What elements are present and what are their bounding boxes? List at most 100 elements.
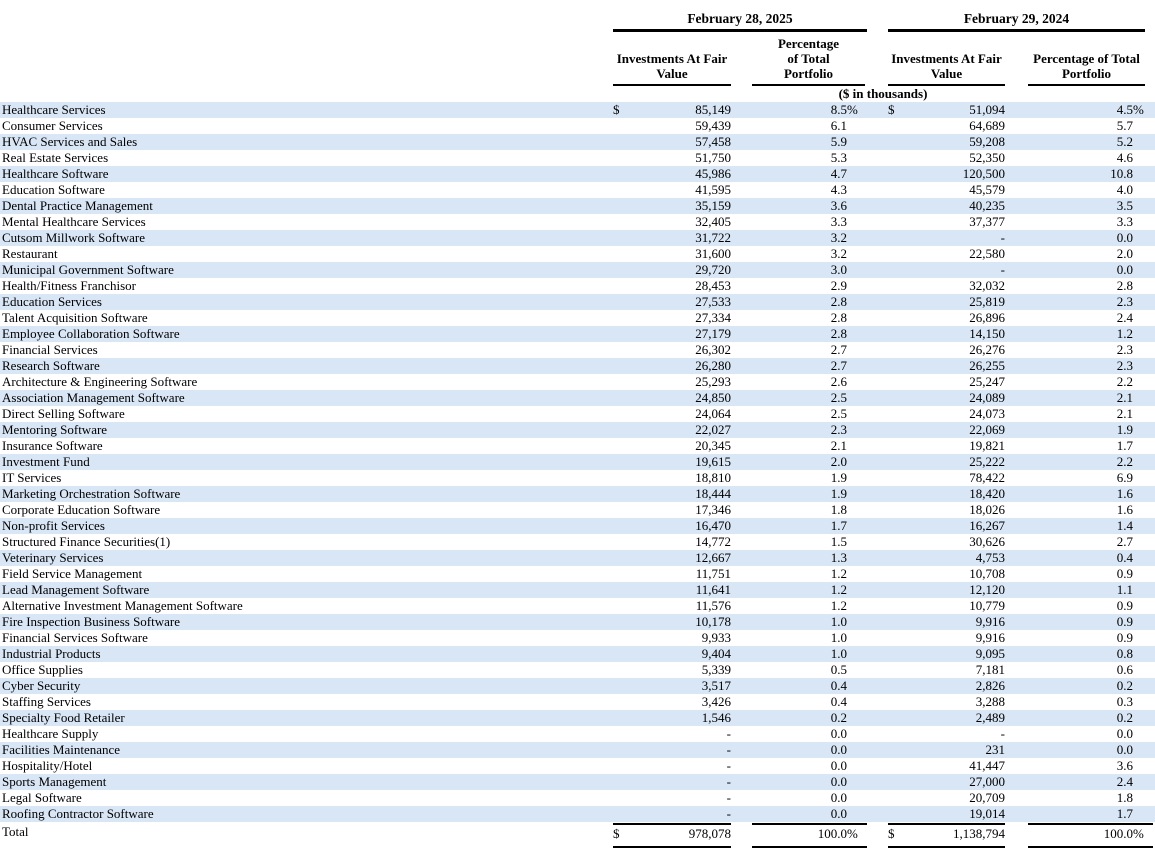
fair-value-2025-cell: 3,517 [613,678,731,694]
pct-2025-cell: 3.2 [752,246,867,262]
industry-label: Alternative Investment Management Softwa… [2,598,243,613]
percent-sign [847,390,867,406]
percent-sign [847,470,867,486]
column-gap [1005,118,1028,134]
percent-sign [1133,342,1153,358]
percent-sign [1133,390,1153,406]
fair-value-2024-cell: 30,626 [888,534,1005,550]
fair-value-2024: 18,420 [969,486,1005,501]
fair-value-2024: 9,095 [975,646,1005,661]
table-row: Financial Services 26,302 2.7 26,276 2.3 [0,342,1155,358]
pct-2025: 1.0 [830,646,847,661]
percent-sign [847,134,867,150]
pct-2025: 1.2 [830,566,847,581]
fair-value-2025-cell: 51,750 [613,150,731,166]
pct-2024: 5.2 [1116,134,1133,149]
percent-sign [847,534,867,550]
percent-sign [847,630,867,646]
column-gap [731,454,752,470]
pct-2025: 1.7 [830,518,847,533]
fair-value-2024-cell: 64,689 [888,118,1005,134]
pct-2024-cell: 1.1 [1028,582,1153,598]
pct-2024: 1.2 [1116,326,1133,341]
pct-2025: 0.5 [830,662,847,677]
pct-2025: 0.0 [830,774,847,789]
industry-label: Veterinary Services [2,550,104,565]
fair-value-2025-cell: 31,722 [613,230,731,246]
fair-value-2024: 7,181 [975,662,1005,677]
fair-value-2024: - [1000,726,1005,741]
percent-sign [847,454,867,470]
pct-2025-cell: 0.0 [752,774,867,790]
pct-2024: 2.2 [1116,374,1133,389]
fair-value-2025: 25,293 [695,374,731,389]
table-row: Healthcare Software 45,986 4.7 120,500 10.8 [0,166,1155,182]
percent-sign [1133,134,1153,150]
industry-label: Cyber Security [2,678,81,693]
fair-value-2024-cell: $51,094 [888,102,1005,118]
industry-label: Municipal Government Software [2,262,174,277]
table-row: Office Supplies 5,339 0.5 7,181 0.6 [0,662,1155,678]
fair-value-2025: 5,339 [701,662,731,677]
fair-value-2024: 30,626 [969,534,1005,549]
table-row: Consumer Services 59,439 6.1 64,689 5.7 [0,118,1155,134]
pct-2025-cell: 2.0 [752,454,867,470]
column-gap [867,406,888,422]
industry-label: Legal Software [2,790,82,805]
fair-value-2025-cell: 25,293 [613,374,731,390]
percent-sign [1133,614,1153,630]
industry-label: Research Software [2,358,100,373]
industry-label: Corporate Education Software [2,502,161,517]
pct-2024-cell: 5.7 [1028,118,1153,134]
fair-value-2025-cell: 32,405 [613,214,731,230]
column-gap [867,310,888,326]
fair-value-2024: 45,579 [969,182,1005,197]
column-gap [867,438,888,454]
percent-sign [847,726,867,742]
column-gap [867,598,888,614]
percent-sign [1133,358,1153,374]
pct-2025: 1.2 [830,582,847,597]
column-gap [1005,742,1028,758]
fair-value-2024: 51,094 [969,102,1005,117]
percent-sign [847,742,867,758]
fair-value-2024: - [1000,262,1005,277]
table-row: Real Estate Services 51,750 5.3 52,350 4.6 [0,150,1155,166]
fair-value-2024: 2,489 [975,710,1005,725]
fair-value-2025-cell: 11,751 [613,566,731,582]
pct-2024-cell: 2.3 [1028,294,1153,310]
column-gap [1005,294,1028,310]
table-row: Investment Fund 19,615 2.0 25,222 2.2 [0,454,1155,470]
percent-sign [1133,454,1153,470]
industry-label: Non-profit Services [2,518,105,533]
column-gap [867,806,888,822]
pct-2024-cell: 1.2 [1028,326,1153,342]
table-row: Municipal Government Software 29,720 3.0 - 0… [0,262,1155,278]
fair-value-2025-cell: 19,615 [613,454,731,470]
pct-2024-cell: 2.2 [1028,374,1153,390]
fair-value-2025-cell: 18,444 [613,486,731,502]
fair-value-2024-cell: 20,709 [888,790,1005,806]
total-pct-2024-cell: 100.0 % [1028,823,1153,848]
pct-2025-cell: 0.0 [752,726,867,742]
fair-value-2024: 22,069 [969,422,1005,437]
period-header-2024: February 29, 2024 [888,11,1145,32]
fair-value-2024: 16,267 [969,518,1005,533]
column-gap [867,454,888,470]
pct-2025: 0.0 [830,806,847,821]
industry-label: Investment Fund [2,454,90,469]
pct-2024-cell: 0.9 [1028,598,1153,614]
fair-value-2024-cell: 2,489 [888,710,1005,726]
column-gap [731,630,752,646]
table-row: Healthcare Services $85,149 8.5% $51,094 4.5… [0,102,1155,118]
fair-value-2024: 22,580 [969,246,1005,261]
column-gap [1005,598,1028,614]
pct-2024-cell: 1.9 [1028,422,1153,438]
pct-2025: 1.2 [830,598,847,613]
percent-sign [847,710,867,726]
table-row: Dental Practice Management 35,159 3.6 40,23… [0,198,1155,214]
column-gap [731,102,752,118]
industry-label: Cutsom Millwork Software [2,230,145,245]
pct-2025: 1.8 [830,502,847,517]
industry-label: IT Services [2,470,62,485]
